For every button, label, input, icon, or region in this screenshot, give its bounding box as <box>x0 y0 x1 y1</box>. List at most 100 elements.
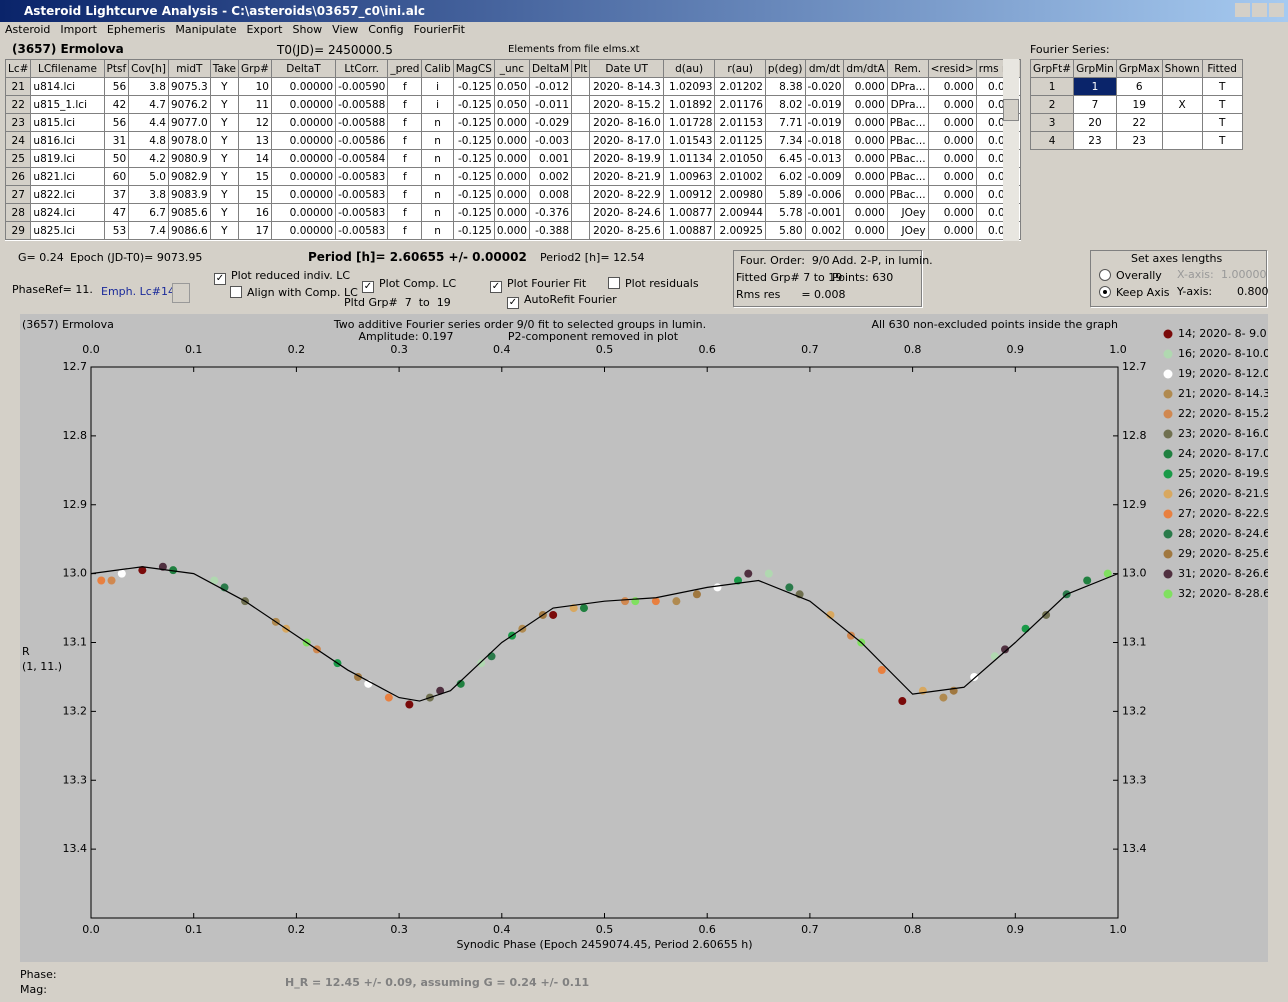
column-header[interactable]: _unc <box>493 59 530 78</box>
column-header[interactable]: _pred <box>387 59 423 78</box>
cell: T <box>1201 77 1243 96</box>
column-header[interactable]: Rem. <box>886 59 929 78</box>
column-header[interactable]: dm/dt <box>804 59 845 78</box>
menu-item[interactable]: Ephemeris <box>106 23 166 36</box>
cell: n <box>421 203 454 222</box>
x-tick-label: 0.9 <box>1007 923 1025 936</box>
scrollbar[interactable] <box>1003 59 1019 241</box>
cell: f <box>387 113 423 132</box>
menu-item[interactable]: Show <box>292 23 323 36</box>
checkbox-box: ✓ <box>362 281 374 293</box>
cell: i <box>421 95 454 114</box>
cell: 4.2 <box>128 149 169 168</box>
menu-item[interactable]: FourierFit <box>413 23 465 36</box>
cell: -0.125 <box>452 77 495 96</box>
radio[interactable]: Keep Axis <box>1099 286 1170 299</box>
column-header[interactable]: Ptsf <box>103 59 130 78</box>
table-row[interactable]: 4 23 23 T <box>1029 131 1243 150</box>
column-header[interactable]: <resid> <box>927 59 977 78</box>
cell: f <box>387 149 423 168</box>
radio[interactable]: Overally <box>1099 269 1162 282</box>
menu-item[interactable]: Asteroid <box>5 23 51 36</box>
column-header[interactable]: LCfilename <box>30 59 105 78</box>
table-row[interactable]: 29 u825.lci 53 7.4 9086.6 Y 17 0.00000 -0.00583 f… <box>5 221 1021 240</box>
x-tick-label-top: 1.0 <box>1109 343 1127 356</box>
column-header[interactable]: Calib <box>421 59 454 78</box>
menu-item[interactable]: Export <box>246 23 283 36</box>
checkbox[interactable]: Plot residuals <box>608 277 699 290</box>
column-header[interactable]: Date UT <box>589 59 664 78</box>
cell: 0.00000 <box>270 185 337 204</box>
table-row[interactable]: 2 7 19 X T <box>1029 95 1243 114</box>
column-header[interactable]: LtCorr. <box>335 59 389 78</box>
checkbox[interactable]: ✓ AutoRefit Fourier <box>507 293 617 309</box>
checkbox[interactable]: Align with Comp. LC <box>230 286 358 299</box>
column-header[interactable]: Take <box>209 59 240 78</box>
column-header[interactable]: Plt <box>571 59 591 78</box>
column-header[interactable]: d(au) <box>662 59 716 78</box>
column-header[interactable]: MagCS <box>452 59 495 78</box>
cell: 1.00877 <box>662 203 716 222</box>
y-tick-label: 13.4 <box>63 842 88 855</box>
cell <box>571 149 591 168</box>
cell: Y <box>209 203 240 222</box>
legend-marker <box>1163 369 1173 379</box>
cell: DPra... <box>886 95 929 114</box>
cell <box>1161 113 1203 132</box>
fourier-table-wrap: GrpFt# GrpMin GrpMax Shown Fitted 1 1 6 T 2 7 19 X T 3… <box>1029 59 1243 150</box>
cell: 0.000 <box>927 149 977 168</box>
table-row[interactable]: 25 u819.lci 50 4.2 9080.9 Y 14 0.00000 -0.00584 f… <box>5 149 1021 168</box>
maximize[interactable] <box>1252 3 1267 17</box>
data-point <box>436 686 445 695</box>
column-header[interactable]: dm/dtA <box>843 59 888 78</box>
cell: 2020- 8-25.6 <box>589 221 664 240</box>
checkbox-label: AutoRefit Fourier <box>524 293 617 306</box>
menu-item[interactable]: Config <box>368 23 404 36</box>
column-header[interactable]: midT <box>167 59 211 78</box>
menu-item[interactable]: Manipulate <box>175 23 237 36</box>
cell: 1.01728 <box>662 113 716 132</box>
column-header[interactable]: p(deg) <box>764 59 806 78</box>
cell: 0.000 <box>843 113 888 132</box>
table-row[interactable]: 24 u816.lci 31 4.8 9078.0 Y 13 0.00000 -0.00586 f… <box>5 131 1021 150</box>
table-row[interactable]: 21 u814.lci 56 3.8 9075.3 Y 10 0.00000 -0.00590 f… <box>5 77 1021 96</box>
column-header[interactable]: Cov[h] <box>128 59 169 78</box>
checkbox[interactable]: ✓ Plot Comp. LC <box>362 277 456 293</box>
column-header[interactable]: DeltaM <box>528 59 573 78</box>
column-header[interactable]: DeltaT <box>270 59 337 78</box>
table-row[interactable]: 22 u815_1.lci 42 4.7 9076.2 Y 11 0.00000 -0.0058… <box>5 95 1021 114</box>
column-header[interactable]: r(au) <box>714 59 766 78</box>
column-header[interactable]: Lc# <box>5 59 32 78</box>
table-row[interactable]: 27 u822.lci 37 3.8 9083.9 Y 15 0.00000 -0.00583 f… <box>5 185 1021 204</box>
y-tick-label: 12.7 <box>63 360 88 373</box>
legend-label: 16; 2020- 8-10.0 <box>1178 347 1268 360</box>
spin-button[interactable] <box>172 283 190 303</box>
table-row[interactable]: 23 u815.lci 56 4.4 9077.0 Y 12 0.00000 -0.00588 f… <box>5 113 1021 132</box>
row-header: 23 <box>5 113 32 132</box>
table-row[interactable]: 3 20 22 T <box>1029 113 1243 132</box>
cell <box>571 95 591 114</box>
y-axis-label: R <box>22 645 30 658</box>
menu-item[interactable]: View <box>332 23 359 36</box>
checkbox[interactable]: ✓ Plot Fourier Fit <box>490 277 586 293</box>
minimize[interactable] <box>1235 3 1250 17</box>
x-tick-label-top: 0.1 <box>185 343 203 356</box>
cell: 1.00887 <box>662 221 716 240</box>
menu-item[interactable]: Import <box>60 23 97 36</box>
cell: -0.00583 <box>335 185 389 204</box>
legend-marker <box>1163 589 1173 599</box>
table-row[interactable]: 28 u824.lci 47 6.7 9085.6 Y 16 0.00000 -0.00583 f… <box>5 203 1021 222</box>
cell: -0.013 <box>804 149 845 168</box>
x-tick-label: 1.0 <box>1109 923 1127 936</box>
close[interactable] <box>1269 3 1284 17</box>
table-row[interactable]: 26 u821.lci 60 5.0 9082.9 Y 15 0.00000 -0.00583 f… <box>5 167 1021 186</box>
legend-marker <box>1163 329 1173 339</box>
cell: 2020- 8-16.0 <box>589 113 664 132</box>
y-tick-label: 12.8 <box>63 429 88 442</box>
checkbox[interactable]: ✓ Plot reduced indiv. LC <box>214 269 350 285</box>
legend-label: 25; 2020- 8-19.9 <box>1178 467 1268 480</box>
column-header[interactable]: Grp# <box>238 59 272 78</box>
cell: -0.020 <box>804 77 845 96</box>
cell: 0.000 <box>493 149 530 168</box>
